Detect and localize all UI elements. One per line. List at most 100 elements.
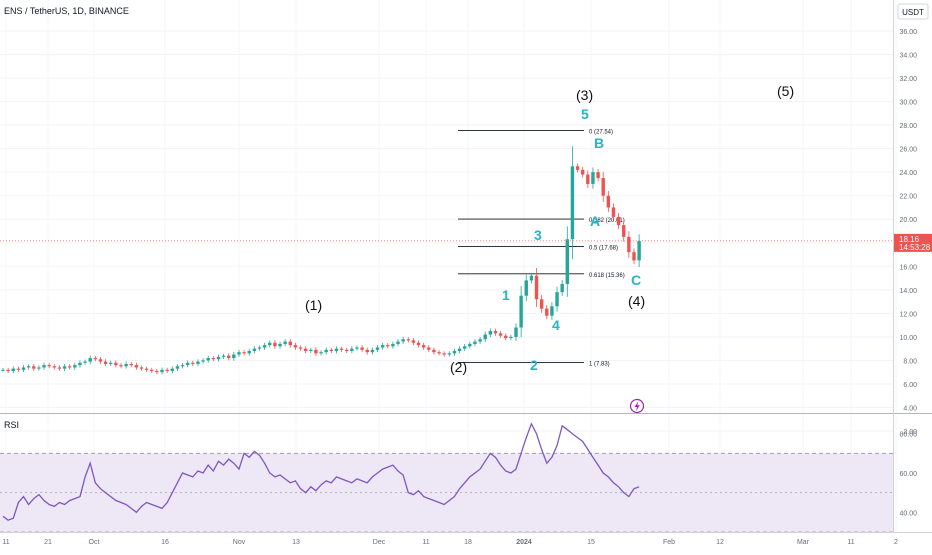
candle [365, 349, 369, 353]
subwave-5-label[interactable]: 5 [581, 106, 589, 122]
candle [206, 358, 210, 361]
candle [62, 366, 67, 369]
candle [498, 333, 503, 336]
candle [478, 339, 482, 342]
rsi-axis[interactable]: 80.00 60.00 40.00 [899, 432, 917, 518]
time-tick: 2024 [516, 539, 532, 546]
wave-4-label[interactable]: (4) [628, 293, 645, 309]
wave-a-label[interactable]: A [590, 213, 600, 229]
candle [134, 365, 139, 368]
candle [129, 363, 133, 366]
candle [611, 207, 616, 217]
subwave-3-label[interactable]: 3 [534, 227, 542, 243]
candle [432, 349, 436, 353]
candle [375, 347, 380, 350]
candle [386, 345, 390, 347]
candle [216, 356, 221, 360]
candle [73, 365, 77, 368]
candle [339, 348, 344, 350]
fib-label: 0 (27.54) [589, 130, 613, 136]
time-axis[interactable]: 11 21 Oct 16 Nov 13 Dec 11 18 2024 15 Feb 12 Mar 11 2 [2, 539, 898, 546]
candle [534, 275, 539, 300]
time-tick: Feb [663, 539, 675, 546]
candle [196, 361, 200, 364]
wave-c-label[interactable]: C [631, 272, 641, 288]
candle [32, 366, 36, 369]
current-price-value: 18.16 [899, 235, 920, 244]
candle [416, 342, 421, 346]
time-tick: 13 [292, 539, 300, 546]
price-tick: 4.00 [903, 405, 917, 412]
candle [309, 349, 313, 351]
candle [185, 362, 190, 366]
candle [170, 368, 174, 371]
candle [78, 362, 82, 366]
candle [334, 348, 339, 351]
candle [155, 371, 159, 373]
candle [278, 343, 282, 347]
fib-label: 0.618 (15.36) [589, 273, 625, 279]
candle [57, 367, 62, 369]
wave-b-label[interactable]: B [594, 135, 604, 151]
candle [103, 361, 108, 364]
time-tick: 16 [161, 539, 169, 546]
candle [262, 345, 267, 348]
candle [52, 366, 56, 368]
candle [150, 369, 154, 371]
candle [88, 358, 92, 362]
time-tick: 21 [44, 539, 52, 546]
price-tick: 22.00 [899, 194, 917, 201]
price-tick: 32.00 [899, 76, 917, 83]
candle [221, 355, 226, 357]
price-tick: 36.00 [899, 29, 917, 36]
candle [580, 169, 585, 175]
price-grid [0, 0, 897, 532]
lightning-icon[interactable] [629, 398, 645, 414]
wave-1-label[interactable]: (1) [305, 297, 322, 313]
time-tick: 12 [716, 539, 724, 546]
candle [242, 352, 246, 354]
candle [591, 172, 595, 184]
time-tick: 11 [2, 539, 9, 546]
candle [545, 308, 549, 316]
currency-badge[interactable]: USDT [902, 8, 924, 17]
candle [437, 352, 441, 354]
subwave-1-label[interactable]: 1 [502, 287, 510, 303]
candle [463, 346, 467, 349]
candle [447, 353, 452, 355]
candle [616, 216, 621, 226]
currency-badge-box [897, 3, 929, 20]
candle [11, 368, 15, 371]
time-tick: 11 [422, 539, 429, 546]
candle [370, 349, 375, 353]
subwave-2-label[interactable]: 2 [530, 357, 538, 373]
price-tick: 26.00 [899, 147, 917, 154]
candle [42, 365, 46, 368]
fibonacci-retracement[interactable]: 0 (27.54) 0.382 (20.01) 0.5 (17.68) 0.618 (… [458, 130, 625, 368]
candle [124, 363, 128, 367]
candle [529, 275, 534, 281]
candle [83, 361, 87, 363]
price-tick: 24.00 [899, 170, 917, 177]
candle [627, 236, 631, 253]
candle [391, 343, 395, 347]
candle [227, 355, 231, 359]
time-tick: 2 [894, 539, 898, 546]
price-tick: 2.00 [903, 429, 917, 436]
time-tick: 18 [464, 539, 472, 546]
candle [411, 340, 416, 343]
price-tick: 16.00 [899, 264, 917, 271]
candle [252, 348, 257, 351]
candle [293, 345, 298, 348]
candle [314, 349, 318, 354]
subwave-4-label[interactable]: 4 [552, 317, 560, 333]
candle [442, 353, 446, 355]
candle [109, 362, 113, 364]
wave-3-label[interactable]: (3) [576, 87, 593, 103]
wave-5-label[interactable]: (5) [777, 83, 794, 99]
wave-2-label[interactable]: (2) [450, 359, 467, 375]
price-tick: 34.00 [899, 53, 917, 60]
current-price-tag [894, 233, 932, 252]
time-tick: 11 [847, 539, 854, 546]
